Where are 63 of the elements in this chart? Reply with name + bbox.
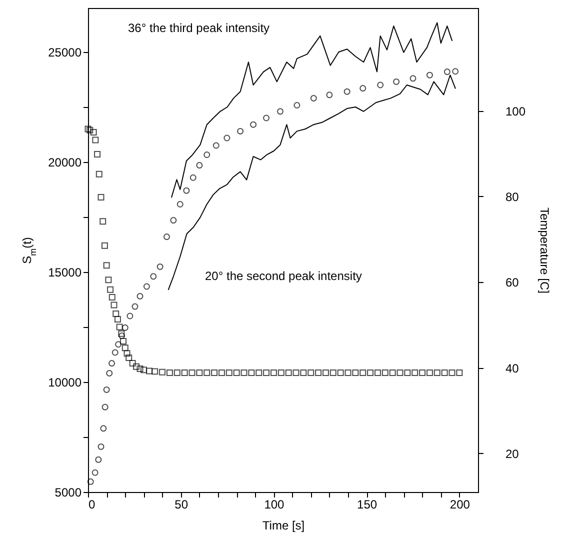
line-series (171, 22, 452, 198)
y-tick-label: 25000 (48, 46, 82, 60)
point (204, 152, 210, 158)
point (132, 303, 138, 310)
point (115, 341, 122, 348)
y2-tick-label: 20 (506, 446, 520, 461)
point (237, 128, 244, 134)
point (294, 102, 300, 108)
point (164, 234, 170, 240)
point (183, 187, 190, 194)
point (310, 94, 317, 102)
point (176, 201, 184, 208)
y2-tick-label: 60 (506, 276, 520, 290)
x-tick-label: 50 (174, 498, 188, 512)
point (212, 142, 220, 149)
point (112, 349, 118, 356)
x-tick-label: 150 (357, 498, 378, 512)
y-tick-label: 5000 (54, 486, 82, 500)
point (98, 443, 104, 450)
point (344, 88, 350, 95)
point (103, 386, 110, 393)
annotation: 36° the third peak intensity (128, 21, 270, 35)
x-tick-label: 0 (88, 498, 96, 512)
point (452, 68, 459, 75)
point (326, 92, 333, 98)
point (122, 324, 128, 331)
point (224, 134, 230, 142)
x-tick-label: 100 (264, 498, 285, 512)
point (100, 425, 107, 432)
y-tick-label: 15000 (48, 266, 82, 280)
point (444, 68, 450, 76)
point (276, 108, 284, 115)
y2-tick-label: 40 (506, 361, 520, 376)
y2-axis-title: Temperature [C] (538, 207, 552, 294)
point (118, 332, 126, 340)
y2-tick-label: 100 (506, 104, 526, 118)
point (136, 292, 144, 300)
point (426, 72, 433, 78)
point (87, 478, 94, 485)
point (108, 360, 116, 367)
point (360, 85, 366, 92)
y2-tick-label: 80 (506, 190, 520, 204)
point (95, 456, 102, 463)
x-axis-title: Time [s] (262, 518, 305, 532)
point (190, 174, 196, 181)
point (393, 78, 400, 85)
point (250, 121, 257, 128)
annotation: 20° the second peak intensity (205, 269, 362, 283)
y-tick-label: 10000 (48, 376, 82, 390)
point (126, 312, 134, 320)
point (377, 82, 384, 88)
point (263, 114, 270, 122)
point (196, 162, 203, 169)
point (106, 370, 113, 376)
y-tick-label: 20000 (48, 156, 82, 170)
point (150, 273, 157, 280)
point (170, 217, 177, 224)
point (143, 283, 150, 290)
x-tick-label: 200 (450, 498, 470, 512)
point (156, 263, 164, 270)
point (92, 469, 98, 476)
point (410, 75, 416, 82)
point (102, 404, 108, 410)
